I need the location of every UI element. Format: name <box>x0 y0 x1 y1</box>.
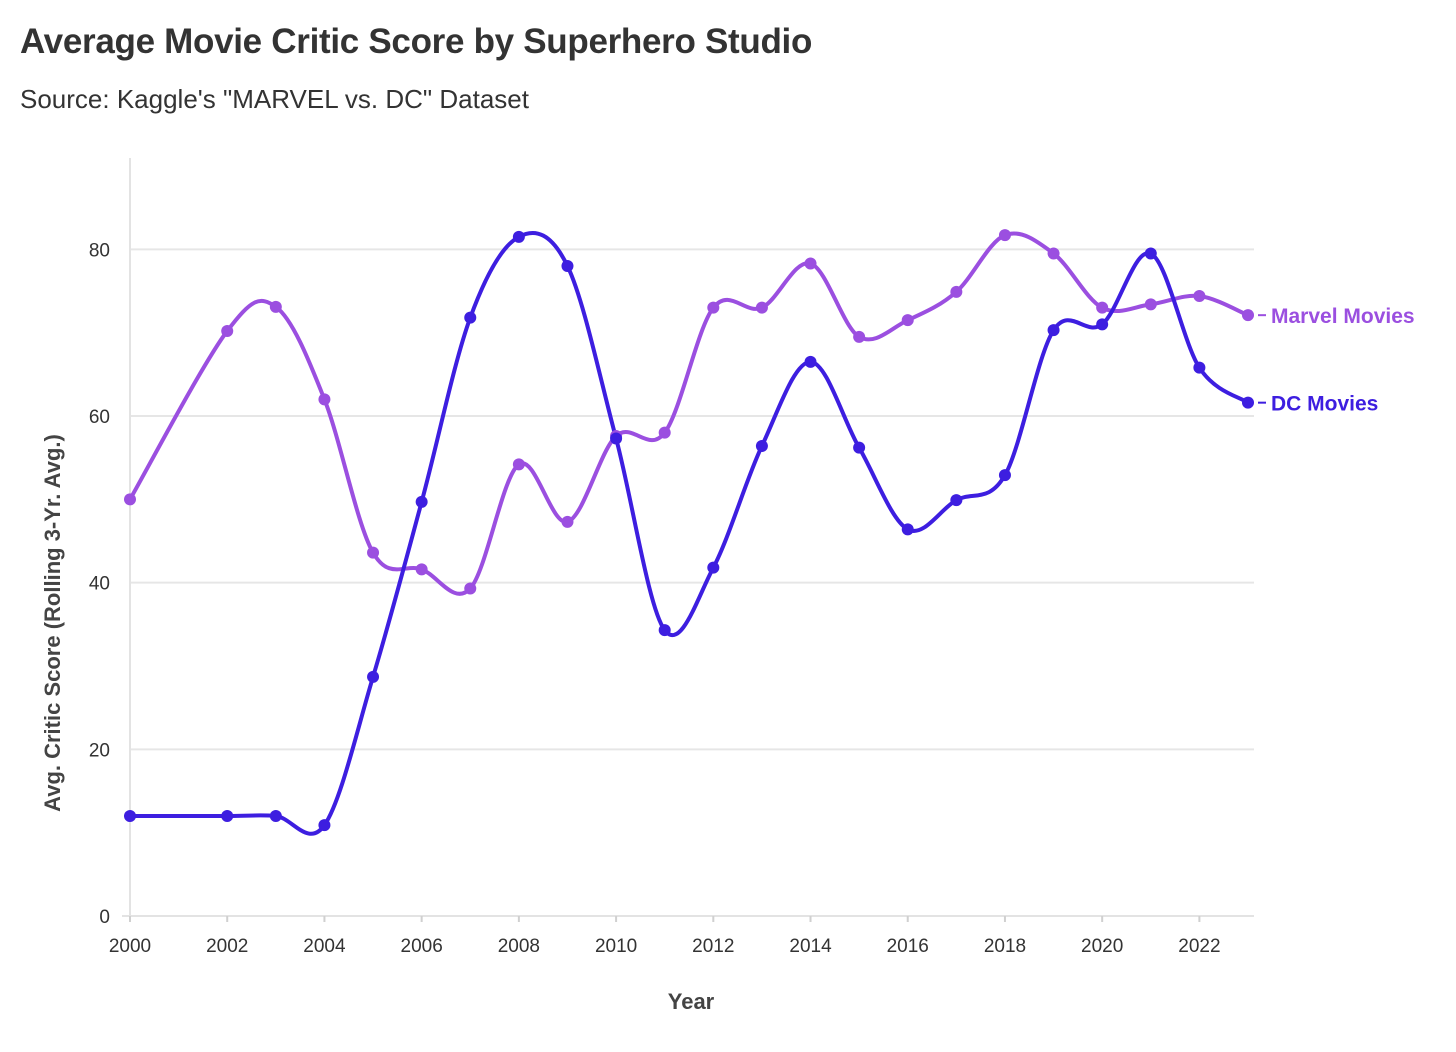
dc-movies-point <box>221 810 234 822</box>
x-tick-label: 2008 <box>498 936 540 957</box>
marvel-movies-point <box>950 285 963 298</box>
series-points <box>124 229 1254 832</box>
x-tick-label: 2020 <box>1081 936 1123 957</box>
marvel-movies-point <box>853 330 866 343</box>
marvel-movies-point <box>561 515 574 528</box>
dc-movies-point <box>1193 361 1206 374</box>
y-axis-title: Avg. Critic Score (Rolling 3-Yr. Avg.) <box>40 434 65 812</box>
dc-movies-point <box>367 670 380 683</box>
marvel-movies-point <box>901 314 914 327</box>
dc-movies-point <box>804 355 817 368</box>
dc-movies-point <box>1096 318 1109 331</box>
dc-movies-point <box>755 440 768 452</box>
x-tick-label: 2022 <box>1178 936 1220 957</box>
marvel-movies-point <box>755 301 768 314</box>
dc-movies-point <box>707 561 720 574</box>
y-tick-label: 40 <box>89 574 110 595</box>
x-tick-label: 2014 <box>789 936 832 957</box>
dc-movies-line <box>128 231 1250 836</box>
marvel-movies-point <box>658 426 671 439</box>
marvel-movies-point <box>1144 298 1157 311</box>
x-tick-label: 2018 <box>984 936 1026 957</box>
marvel-movies-point <box>1096 301 1109 314</box>
dc-movies-point <box>998 469 1011 482</box>
dc-movies-point <box>464 311 477 324</box>
x-tick-label: 2010 <box>595 936 637 957</box>
x-tick-label: 2004 <box>303 936 346 957</box>
chart-title: Average Movie Critic Score by Superhero … <box>20 22 813 61</box>
y-tick-label: 20 <box>89 740 110 761</box>
x-tick-label: 2006 <box>401 936 443 957</box>
marvel-movies-point <box>124 493 136 506</box>
dc-movies-point <box>1242 396 1254 409</box>
dc-movies-point <box>1047 324 1060 337</box>
x-tick-label: 2016 <box>887 936 929 957</box>
marvel-movies-point <box>1047 247 1060 260</box>
series-labels: Marvel Movies DC Movies <box>1258 305 1415 416</box>
marvel-movies-point <box>464 582 477 595</box>
dc-movies-point <box>269 810 282 822</box>
y-tick-label: 0 <box>99 907 110 928</box>
gridlines <box>130 248 1254 751</box>
marvel-movies-point <box>804 257 817 270</box>
marvel-movies-point <box>1242 309 1254 322</box>
x-tick-label: 2002 <box>206 936 248 957</box>
x-axis-title: Year <box>668 989 715 1014</box>
x-tick-label: 2012 <box>692 936 734 957</box>
marvel-movies-line <box>128 231 1250 596</box>
dc-movies-point <box>610 432 623 445</box>
dc-movies-point <box>658 624 671 637</box>
x-tick-label: 2000 <box>109 936 151 957</box>
dc-movies-label: DC Movies <box>1271 393 1378 416</box>
axes: 0 20 40 60 80 2000 2002 2004 2006 2008 2010 2012 201… <box>89 158 1254 957</box>
dc-movies-point <box>1144 247 1157 260</box>
dc-movies-point <box>415 495 428 508</box>
marvel-movies-point <box>998 229 1011 242</box>
marvel-movies-label: Marvel Movies <box>1271 305 1415 328</box>
marvel-movies-point <box>1193 290 1206 302</box>
marvel-movies-point <box>269 300 282 313</box>
marvel-movies-point <box>512 458 525 471</box>
dc-movies-point <box>512 230 525 243</box>
dc-movies-point <box>950 494 963 507</box>
dc-movies-point <box>124 810 136 822</box>
chart-subtitle: Source: Kaggle's "MARVEL vs. DC" Dataset <box>20 84 529 114</box>
y-tick-label: 80 <box>89 240 110 261</box>
marvel-movies-point <box>221 325 234 337</box>
dc-movies-point <box>853 441 866 454</box>
dc-movies-point <box>561 260 574 272</box>
marvel-movies-point <box>318 393 331 406</box>
dc-movies-point <box>318 819 331 832</box>
y-tick-label: 60 <box>89 407 110 428</box>
marvel-movies-point <box>415 563 428 576</box>
marvel-movies-point <box>707 301 720 314</box>
series-lines <box>128 231 1250 836</box>
marvel-movies-point <box>367 546 380 559</box>
dc-movies-point <box>901 523 914 536</box>
